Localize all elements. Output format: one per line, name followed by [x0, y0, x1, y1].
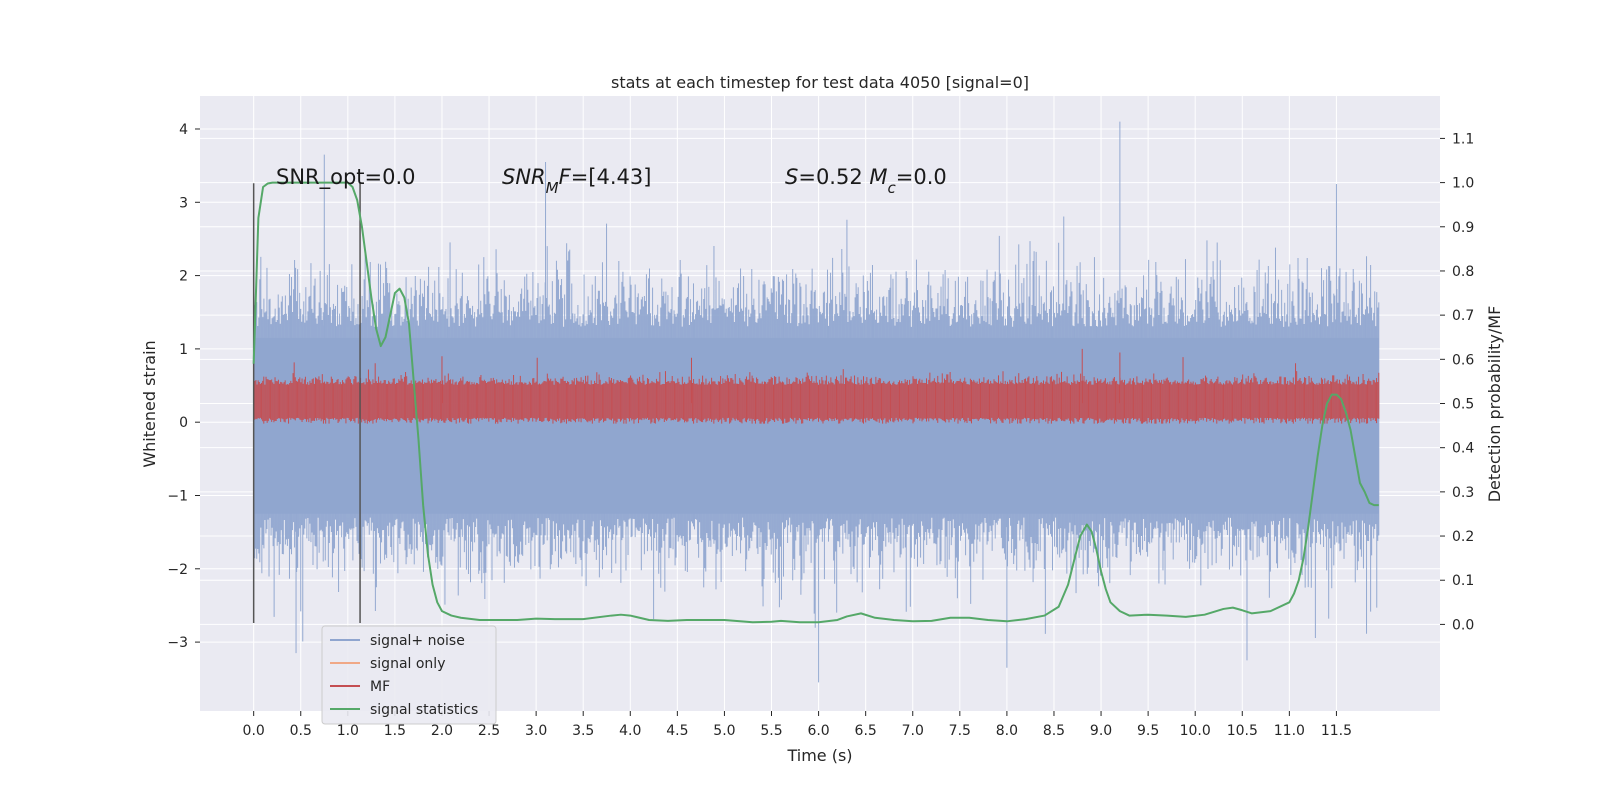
- x-tick-label: 4.5: [666, 723, 688, 739]
- legend-box: [321, 625, 497, 725]
- x-tick-label: 4.0: [619, 723, 641, 739]
- x-tick-label: 7.0: [902, 723, 924, 739]
- y2-tick-label: 0.1: [1452, 573, 1474, 589]
- annotation-s-mc: S=0.52 Mc=0.0: [785, 165, 947, 197]
- x-tick-label: 8.5: [1043, 723, 1065, 739]
- y2-tick-label: 0.2: [1452, 529, 1474, 545]
- x-tick-label: 11.0: [1274, 723, 1305, 739]
- x-tick-label: 10.5: [1227, 723, 1258, 739]
- y2-tick-label: 0.0: [1452, 617, 1474, 633]
- x-tick-label: 0.5: [290, 723, 312, 739]
- y2-tick-label: 0.3: [1452, 485, 1474, 501]
- x-tick-label: 2.0: [431, 723, 453, 739]
- signal-statistics-series: [252, 181, 1379, 624]
- annotation-snr-opt: SNR_opt=0.0: [276, 165, 416, 190]
- y2-tick-label: 0.8: [1452, 264, 1474, 280]
- x-axis-ticks: 0.0 0.5 1.0 1.5 2.0 2.5 3.0 3.5 4.0 4.5 5.0 5.5 6.0 6…: [243, 711, 1352, 739]
- y-tick-label: 2: [179, 269, 188, 285]
- x-tick-label: 8.0: [996, 723, 1018, 739]
- y2-tick-label: 0.5: [1452, 397, 1474, 413]
- x-axis-label: Time (s): [786, 746, 852, 765]
- x-tick-label: 3.0: [525, 723, 547, 739]
- y2-axis-ticks: 0.0 0.1 0.2 0.3 0.4 0.5 0.6 0.7 0.8 0.9 1.0 1.1: [1440, 131, 1474, 633]
- x-tick-label: 7.5: [949, 723, 971, 739]
- chart-title: stats at each timestep for test data 405…: [611, 73, 1029, 92]
- x-tick-label: 1.0: [337, 723, 359, 739]
- x-tick-label: 10.0: [1180, 723, 1211, 739]
- y-axis-label: Whitened strain: [140, 340, 159, 467]
- x-tick-label: 6.5: [855, 723, 877, 739]
- legend-label-signal-noise: signal+ noise: [370, 633, 465, 649]
- x-tick-label: 2.5: [478, 723, 500, 739]
- legend: signal+ noise signal only MF signal stat…: [321, 625, 497, 725]
- x-tick-label: 9.5: [1137, 723, 1159, 739]
- y-tick-label: 4: [179, 122, 188, 138]
- legend-label-signal-statistics: signal statistics: [370, 702, 478, 718]
- y2-tick-label: 0.6: [1452, 352, 1474, 368]
- legend-label-signal-only: signal only: [370, 656, 445, 672]
- y2-tick-label: 1.0: [1452, 176, 1474, 192]
- y-tick-label: 0: [179, 415, 188, 431]
- y-tick-label: −1: [167, 488, 188, 504]
- signal-statistics-line: [252, 181, 1379, 624]
- y2-tick-label: 1.1: [1452, 131, 1474, 147]
- x-tick-label: 11.5: [1321, 723, 1352, 739]
- legend-label-mf: MF: [370, 679, 390, 695]
- y-tick-label: −3: [167, 635, 188, 651]
- y2-tick-label: 0.7: [1452, 308, 1474, 324]
- x-tick-label: 0.0: [243, 723, 265, 739]
- x-tick-label: 3.5: [572, 723, 594, 739]
- y-tick-label: 1: [179, 342, 188, 358]
- y-tick-label: −2: [167, 562, 188, 578]
- x-tick-label: 9.0: [1090, 723, 1112, 739]
- y-axis-ticks: −3 −2 −1 0 1 2 3 4: [167, 122, 200, 651]
- y2-tick-label: 0.9: [1452, 220, 1474, 236]
- y2-tick-label: 0.4: [1452, 441, 1474, 457]
- x-tick-label: 1.5: [384, 723, 406, 739]
- x-tick-label: 6.0: [807, 723, 829, 739]
- x-tick-label: 5.0: [713, 723, 735, 739]
- y-tick-label: 3: [179, 195, 188, 211]
- window-markers: [252, 183, 361, 624]
- y2-axis-label: Detection probability/MF: [1485, 306, 1504, 503]
- x-tick-label: 5.5: [760, 723, 782, 739]
- signal-plus-noise-series: [253, 121, 1380, 683]
- annotation-snr-mf: SNRMF=[4.43]: [502, 165, 651, 197]
